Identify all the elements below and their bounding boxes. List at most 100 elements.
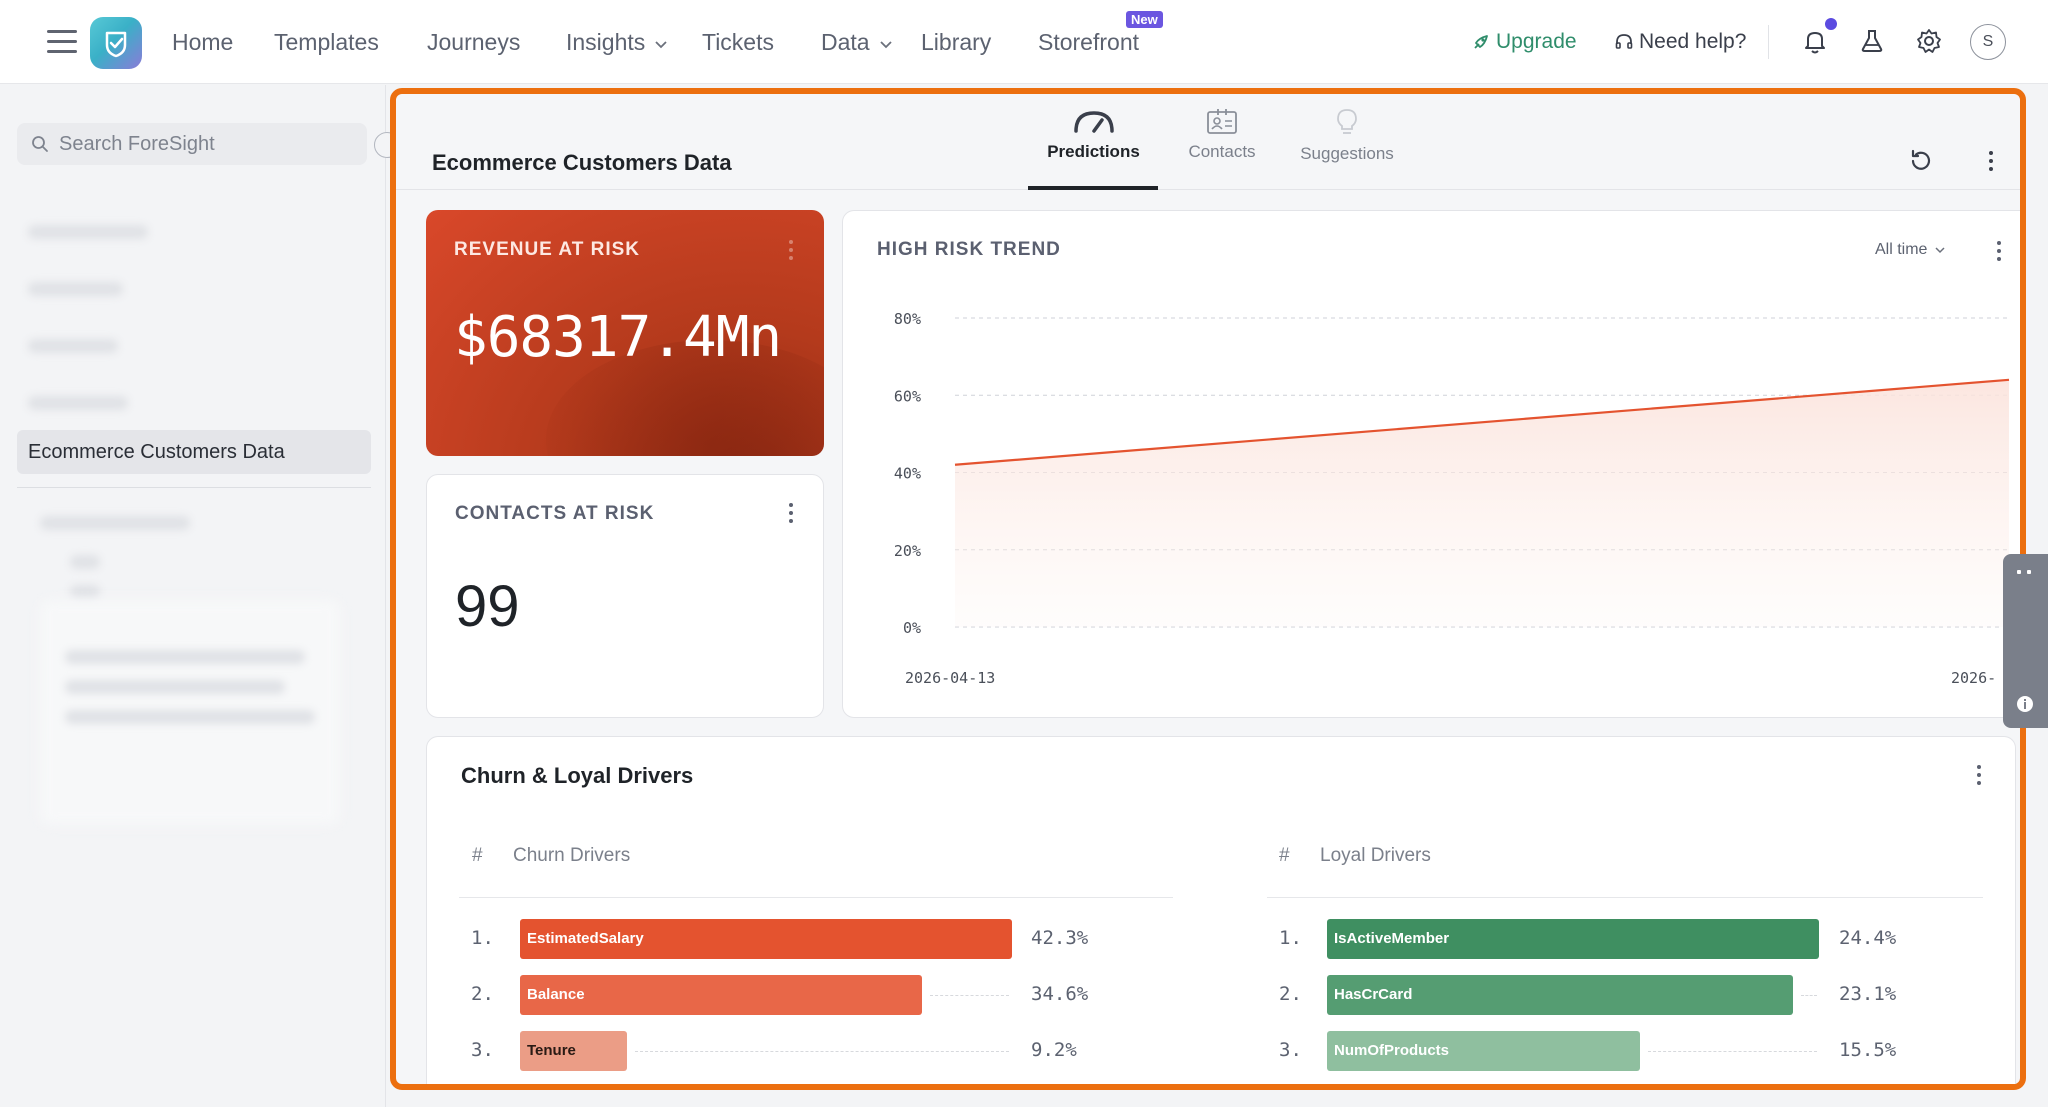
info-icon (2017, 696, 2033, 712)
x-tick-label: 2026- (1951, 669, 1996, 687)
loyal-driver-percent: 15.5% (1839, 1039, 1897, 1061)
refresh-icon[interactable] (1906, 146, 1936, 176)
tab-predictions-label: Predictions (1047, 142, 1140, 161)
revenue-at-risk-title: REVENUE AT RISK (454, 239, 641, 260)
feedback-tab[interactable] (2003, 554, 2048, 728)
revenue-at-risk-card: REVENUE AT RISK $68317.4Mn (426, 210, 824, 456)
panel-header: Ecommerce Customers Data Predictions Con… (396, 94, 2020, 190)
loyal-rank-header: # (1279, 845, 1290, 866)
loyal-driver-bar[interactable]: HasCrCard (1327, 975, 1793, 1015)
churn-loyal-drivers-card: Churn & Loyal Drivers # Churn Drivers # … (426, 736, 2016, 1084)
blurred-item (65, 650, 305, 664)
more-vertical-icon[interactable] (1976, 146, 2006, 176)
lightbulb-icon (1337, 109, 1357, 134)
high-risk-trend-card: HIGH RISK TREND All time 80% 60% 40% 20% 0% 2… (842, 210, 2020, 718)
nav-data[interactable]: Data (821, 26, 892, 60)
more-vertical-icon[interactable] (781, 503, 801, 525)
need-help-button[interactable]: Need help? (1614, 28, 1746, 56)
churn-driver-bar[interactable]: Tenure (520, 1031, 627, 1071)
nav-journeys[interactable]: Journeys (427, 29, 521, 55)
blurred-item (65, 710, 315, 724)
time-range-label: All time (1875, 241, 1928, 258)
sidebar-item-ecommerce-customers-data[interactable]: Ecommerce Customers Data (17, 430, 371, 474)
bar-track (635, 1051, 1009, 1052)
loyal-driver-bar[interactable]: IsActiveMember (1327, 919, 1819, 959)
predictions-panel: Ecommerce Customers Data Predictions Con… (390, 88, 2026, 1090)
drivers-title: Churn & Loyal Drivers (461, 763, 694, 788)
tab-predictions[interactable]: Predictions (1036, 108, 1151, 162)
churn-rank: 2. (471, 983, 494, 1005)
blurred-item (40, 516, 190, 530)
churn-driver-bar[interactable]: EstimatedSalary (520, 919, 1012, 959)
high-risk-trend-title: HIGH RISK TREND (877, 239, 1061, 260)
y-tick-label: 0% (903, 619, 921, 637)
tab-suggestions[interactable]: Suggestions (1292, 108, 1402, 164)
nav-templates[interactable]: Templates (274, 29, 379, 55)
tab-suggestions-label: Suggestions (1300, 144, 1394, 163)
time-range-select[interactable]: All time (1875, 241, 1945, 259)
divider (1267, 897, 1983, 898)
nav-library[interactable]: Library (921, 29, 992, 55)
contacts-at-risk-title: CONTACTS AT RISK (455, 503, 655, 524)
panel-title: Ecommerce Customers Data (432, 150, 732, 175)
divider (1768, 25, 1769, 59)
headset-icon (1615, 34, 1633, 49)
contacts-at-risk-card: CONTACTS AT RISK 99 (426, 474, 824, 718)
high-risk-trend-chart: 80% 60% 40% 20% 0% 2026-04-13 2026- (894, 310, 2010, 687)
loyal-rank: 3. (1279, 1039, 1302, 1061)
nav-data-label: Data (821, 29, 870, 55)
blurred-item (70, 555, 100, 569)
blurred-item (65, 680, 285, 694)
nav-insights[interactable]: Insights (566, 26, 667, 60)
avatar[interactable]: S (1970, 24, 2006, 60)
upgrade-link[interactable]: Upgrade (1471, 28, 1577, 56)
more-vertical-icon[interactable] (781, 240, 801, 262)
blurred-item (70, 585, 100, 599)
top-navigation-bar: Home Templates Journeys Insights Tickets… (0, 0, 2048, 84)
blurred-item (28, 225, 148, 239)
search-placeholder: Search ForeSight (59, 132, 215, 155)
nav-insights-label: Insights (566, 29, 646, 55)
divider (459, 897, 1173, 898)
trend-area (955, 379, 2009, 627)
loyal-drivers-header: Loyal Drivers (1320, 845, 1431, 866)
churn-driver-percent: 9.2% (1031, 1039, 1077, 1061)
tab-contacts-label: Contacts (1188, 142, 1256, 161)
active-tab-indicator (1028, 186, 1158, 190)
notification-dot (1825, 18, 1837, 30)
app-logo[interactable] (90, 17, 142, 69)
loyal-rank: 1. (1279, 927, 1302, 949)
more-vertical-icon[interactable] (1989, 241, 2009, 263)
nav-tickets[interactable]: Tickets (702, 29, 774, 55)
more-vertical-icon[interactable] (1969, 765, 1989, 787)
loyal-driver-percent: 24.4% (1839, 927, 1897, 949)
flask-icon[interactable] (1857, 26, 1887, 56)
bar-track (930, 995, 1009, 996)
search-input[interactable]: Search ForeSight (17, 123, 367, 165)
churn-driver-percent: 42.3% (1031, 927, 1089, 949)
bell-icon[interactable] (1800, 26, 1830, 56)
upgrade-label: Upgrade (1496, 30, 1577, 53)
churn-rank: 1. (471, 927, 494, 949)
new-badge: New (1126, 11, 1163, 28)
gear-icon[interactable] (1914, 26, 1944, 56)
churn-driver-bar[interactable]: Balance (520, 975, 922, 1015)
nav-home[interactable]: Home (172, 29, 234, 55)
trend-series-line (954, 378, 2010, 466)
chevron-down-icon (1935, 246, 1945, 253)
gauge-icon (1073, 111, 1114, 133)
revenue-at-risk-value: $68317.4Mn (454, 305, 782, 370)
x-tick-label: 2026-04-13 (905, 669, 995, 687)
divider (17, 487, 371, 488)
search-icon (32, 136, 48, 152)
menu-icon[interactable] (47, 30, 77, 54)
loyal-driver-percent: 23.1% (1839, 983, 1897, 1005)
tab-contacts[interactable]: Contacts (1176, 108, 1268, 162)
y-tick-label: 80% (894, 310, 921, 328)
blurred-item (28, 282, 123, 296)
loyal-driver-bar[interactable]: NumOfProducts (1327, 1031, 1640, 1071)
sidebar: Search ForeSight Ecommerce Customers Dat… (0, 85, 400, 1107)
contact-card-icon (1207, 109, 1237, 134)
churn-drivers-header: Churn Drivers (513, 845, 631, 866)
nav-storefront[interactable]: Storefront (1038, 29, 1139, 55)
